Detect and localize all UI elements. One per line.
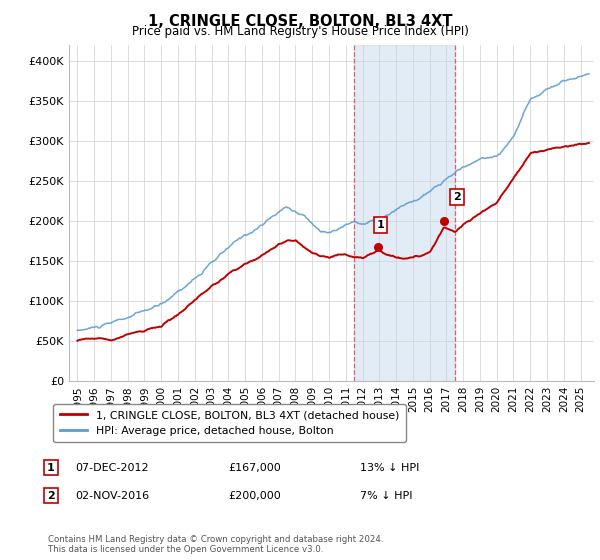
Text: 7% ↓ HPI: 7% ↓ HPI (360, 491, 413, 501)
Text: Contains HM Land Registry data © Crown copyright and database right 2024.
This d: Contains HM Land Registry data © Crown c… (48, 535, 383, 554)
Text: 2: 2 (47, 491, 55, 501)
Text: Price paid vs. HM Land Registry's House Price Index (HPI): Price paid vs. HM Land Registry's House … (131, 25, 469, 38)
Text: £200,000: £200,000 (228, 491, 281, 501)
Text: 07-DEC-2012: 07-DEC-2012 (75, 463, 149, 473)
Text: 1: 1 (47, 463, 55, 473)
Text: 1, CRINGLE CLOSE, BOLTON, BL3 4XT: 1, CRINGLE CLOSE, BOLTON, BL3 4XT (148, 14, 452, 29)
Text: £167,000: £167,000 (228, 463, 281, 473)
Bar (354, 45, 455, 381)
Text: 02-NOV-2016: 02-NOV-2016 (75, 491, 149, 501)
Text: 1: 1 (377, 220, 385, 230)
Legend: 1, CRINGLE CLOSE, BOLTON, BL3 4XT (detached house), HPI: Average price, detached: 1, CRINGLE CLOSE, BOLTON, BL3 4XT (detac… (53, 404, 406, 442)
Text: 2: 2 (453, 192, 461, 202)
Text: 13% ↓ HPI: 13% ↓ HPI (360, 463, 419, 473)
